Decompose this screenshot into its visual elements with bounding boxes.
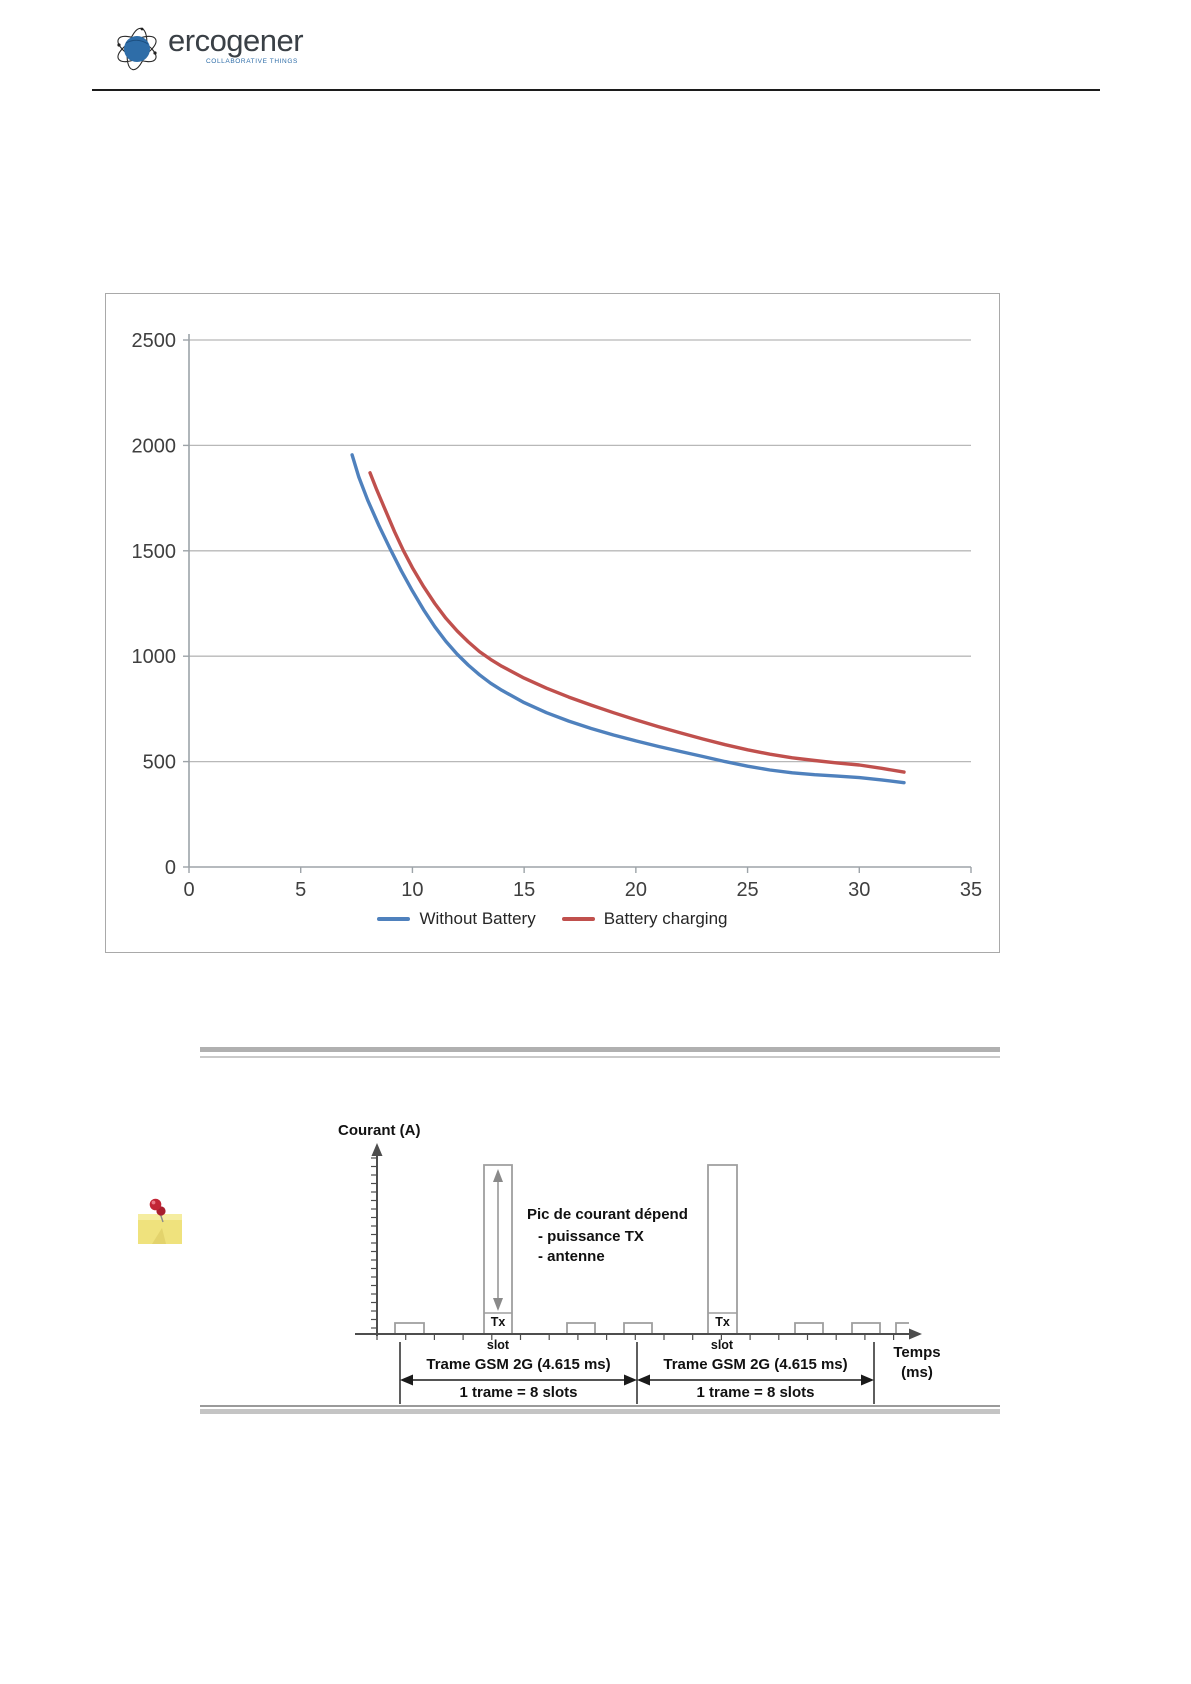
frame-spans (399, 1342, 875, 1404)
svg-text:25: 25 (736, 879, 758, 901)
slot-label-2: slot (710, 1338, 734, 1352)
timing-diagram-canvas (355, 1143, 922, 1404)
pinned-sticky-note-icon (132, 1192, 188, 1253)
svg-text:0: 0 (165, 857, 176, 879)
header-divider (92, 89, 1100, 91)
svg-text:35: 35 (960, 879, 982, 901)
svg-text:20: 20 (625, 879, 647, 901)
top-separator-thin (200, 1056, 1000, 1058)
tx-slot-label-2: Tx (715, 1315, 730, 1329)
legend-item-without-battery: Without Battery (377, 909, 536, 929)
annotation-line3: - antenne (538, 1248, 605, 1265)
legend-line-red (561, 917, 595, 921)
globe-icon (112, 24, 162, 79)
svg-text:30: 30 (848, 879, 870, 901)
tx-slot-label-1: Tx (490, 1315, 506, 1329)
x-axis-label: Temps (893, 1344, 941, 1361)
svg-text:2000: 2000 (132, 435, 177, 457)
current-consumption-chart: 0 500 1000 1500 2000 2500 0 5 10 15 20 25 30 35 Witho… (105, 293, 1000, 953)
gsm-timing-diagram: Courant (A) Pic de courant dépend - puis… (330, 1120, 970, 1420)
svg-text:1500: 1500 (132, 541, 177, 563)
legend-item-battery-charging: Battery charging (561, 909, 728, 929)
legend-label-without-battery: Without Battery (419, 909, 536, 928)
svg-text:5: 5 (295, 879, 306, 901)
svg-text:2500: 2500 (132, 330, 177, 352)
svg-text:10: 10 (401, 879, 423, 901)
bottom-separator-thick (200, 1409, 1000, 1414)
frame2-sublabel: 1 trame = 8 slots (696, 1384, 815, 1401)
logo-tagline: COLLABORATIVE THINGS (206, 58, 298, 65)
svg-text:1000: 1000 (132, 646, 177, 668)
annotation-line1: Pic de courant dépend (527, 1206, 688, 1223)
logo-wordmark: ercogener (168, 23, 304, 58)
frame2-label: Trame GSM 2G (4.615 ms) (663, 1356, 848, 1373)
top-separator-thick (200, 1047, 1000, 1052)
slot-label-1: slot (486, 1338, 510, 1352)
y-axis-label: Courant (A) (338, 1122, 421, 1139)
chart-legend: Without Battery Battery charging (106, 909, 999, 929)
diagram-axes (355, 1152, 914, 1336)
svg-text:0: 0 (183, 879, 194, 901)
x-axis-unit: (ms) (901, 1364, 933, 1381)
legend-label-battery-charging: Battery charging (603, 909, 728, 928)
svg-text:500: 500 (143, 752, 176, 774)
peak-measure-arrow (493, 1169, 503, 1311)
current-waveform (355, 1164, 909, 1335)
annotation-line2: - puissance TX (538, 1228, 644, 1245)
bottom-separator-thin (200, 1405, 1000, 1407)
svg-text:15: 15 (513, 879, 535, 901)
ercogener-logo: ercogener COLLABORATIVE THINGS (112, 23, 304, 79)
line-chart-canvas: 0 500 1000 1500 2000 2500 0 5 10 15 20 25 30 35 (132, 330, 983, 901)
frame1-sublabel: 1 trame = 8 slots (459, 1384, 578, 1401)
frame1-label: Trame GSM 2G (4.615 ms) (426, 1356, 611, 1373)
legend-line-blue (377, 917, 411, 921)
